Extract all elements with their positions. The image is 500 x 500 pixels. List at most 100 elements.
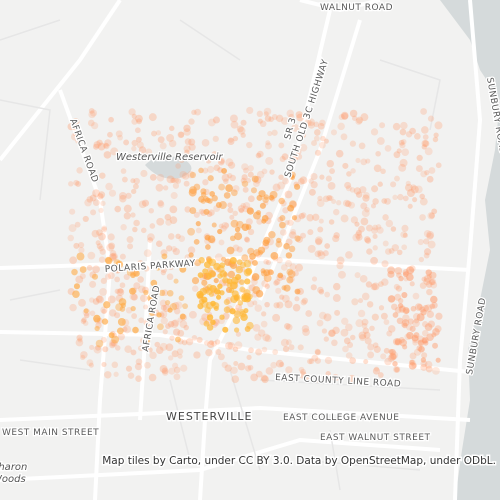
point [133, 282, 141, 290]
point [286, 109, 294, 118]
point [315, 238, 323, 246]
point [179, 313, 186, 320]
point [246, 354, 252, 360]
point [363, 236, 371, 243]
point [107, 233, 115, 241]
point [201, 313, 210, 322]
point [244, 237, 251, 243]
point [247, 171, 254, 178]
road-label: EAST WALNUT STREET [320, 433, 431, 443]
point [98, 207, 104, 213]
point [388, 348, 394, 355]
point [318, 311, 327, 320]
point [242, 202, 251, 210]
point [179, 170, 187, 179]
point [322, 195, 330, 203]
point [322, 250, 329, 257]
point [354, 272, 361, 279]
point [133, 219, 140, 227]
point [338, 270, 346, 279]
point [294, 296, 300, 302]
point [425, 365, 433, 373]
point [69, 303, 77, 312]
point [218, 223, 224, 229]
point [121, 176, 128, 183]
point [100, 336, 107, 343]
point [295, 153, 303, 160]
point [75, 180, 82, 187]
point [367, 351, 375, 359]
point [388, 352, 397, 361]
point [270, 252, 279, 260]
point [101, 361, 107, 368]
point [203, 320, 210, 327]
point [157, 323, 164, 331]
point [356, 229, 362, 236]
point [155, 130, 162, 136]
point [89, 280, 97, 288]
point [97, 193, 104, 200]
point [422, 338, 428, 344]
point [374, 366, 380, 372]
point [177, 329, 185, 337]
point [434, 325, 442, 333]
point [416, 154, 423, 162]
point [216, 294, 222, 300]
point [258, 329, 266, 337]
point [261, 311, 267, 317]
point [387, 270, 395, 278]
point [422, 329, 429, 337]
point [406, 331, 414, 340]
point [247, 364, 254, 371]
point [372, 233, 378, 239]
point [201, 138, 210, 147]
point [245, 218, 253, 226]
point [285, 323, 293, 331]
point [358, 142, 366, 150]
point [166, 133, 175, 142]
point [155, 264, 162, 271]
point [247, 195, 255, 203]
point [409, 127, 416, 135]
point [160, 266, 168, 274]
point [313, 135, 320, 142]
point [432, 136, 439, 143]
point [165, 343, 174, 352]
point [130, 306, 136, 312]
point [166, 175, 175, 184]
point [409, 359, 415, 365]
point [288, 245, 296, 253]
point [109, 341, 116, 349]
point [169, 205, 178, 214]
point [292, 303, 301, 312]
point [353, 187, 362, 195]
point [314, 348, 321, 355]
point [134, 127, 141, 134]
point [178, 131, 185, 138]
point [137, 276, 144, 283]
point [423, 229, 432, 238]
point [182, 303, 189, 310]
point [114, 288, 120, 294]
point [213, 278, 219, 284]
point [81, 317, 87, 323]
point [93, 314, 101, 323]
point [406, 273, 414, 282]
point [300, 299, 307, 306]
point [99, 248, 106, 255]
point [170, 245, 177, 252]
point [410, 184, 417, 191]
point [200, 191, 207, 198]
point [227, 270, 236, 279]
place-label: Sharon [0, 462, 27, 473]
point [385, 219, 394, 228]
point [117, 318, 126, 326]
point [417, 340, 423, 346]
point [172, 319, 180, 327]
point [303, 374, 310, 381]
point [242, 186, 249, 193]
point [317, 122, 325, 130]
point [165, 218, 173, 226]
points [67, 106, 443, 384]
point [408, 362, 417, 370]
